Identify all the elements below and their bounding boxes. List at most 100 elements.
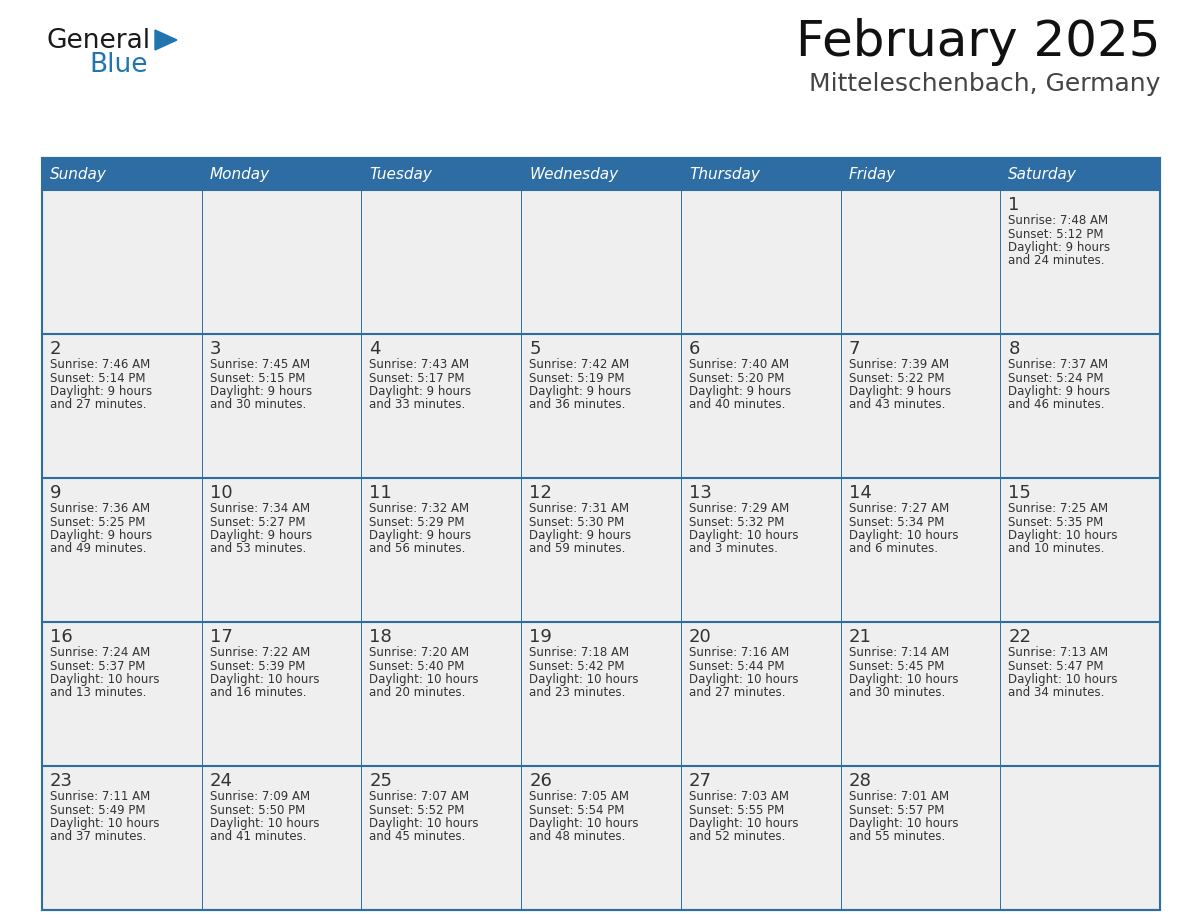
- Text: Wednesday: Wednesday: [529, 166, 618, 182]
- Text: Sunset: 5:45 PM: Sunset: 5:45 PM: [848, 659, 944, 673]
- Text: Sunset: 5:20 PM: Sunset: 5:20 PM: [689, 372, 784, 385]
- Text: Daylight: 10 hours: Daylight: 10 hours: [50, 817, 159, 830]
- Text: Sunset: 5:34 PM: Sunset: 5:34 PM: [848, 516, 944, 529]
- Text: 7: 7: [848, 340, 860, 358]
- Text: and 48 minutes.: and 48 minutes.: [529, 831, 626, 844]
- Bar: [361, 766, 522, 910]
- Bar: [681, 190, 841, 334]
- Text: Sunrise: 7:46 AM: Sunrise: 7:46 AM: [50, 358, 150, 371]
- Text: 8: 8: [1009, 340, 1019, 358]
- Text: Daylight: 10 hours: Daylight: 10 hours: [529, 673, 639, 686]
- Text: Sunrise: 7:14 AM: Sunrise: 7:14 AM: [848, 646, 949, 659]
- Text: 15: 15: [1009, 484, 1031, 502]
- Bar: [1000, 334, 1159, 478]
- Text: Daylight: 10 hours: Daylight: 10 hours: [50, 673, 159, 686]
- Text: 1: 1: [1009, 196, 1019, 214]
- Text: Sunrise: 7:22 AM: Sunrise: 7:22 AM: [210, 646, 310, 659]
- Bar: [202, 334, 361, 478]
- Text: and 36 minutes.: and 36 minutes.: [529, 398, 626, 411]
- Text: Sunrise: 7:24 AM: Sunrise: 7:24 AM: [50, 646, 150, 659]
- Text: and 46 minutes.: and 46 minutes.: [1009, 398, 1105, 411]
- Bar: [1000, 622, 1159, 766]
- Text: and 16 minutes.: and 16 minutes.: [210, 687, 307, 700]
- Text: Sunset: 5:47 PM: Sunset: 5:47 PM: [1009, 659, 1104, 673]
- Text: 2: 2: [50, 340, 62, 358]
- Text: Sunrise: 7:07 AM: Sunrise: 7:07 AM: [369, 790, 469, 803]
- Bar: [841, 334, 1000, 478]
- Text: and 37 minutes.: and 37 minutes.: [50, 831, 146, 844]
- Text: Sunset: 5:42 PM: Sunset: 5:42 PM: [529, 659, 625, 673]
- Text: Sunset: 5:54 PM: Sunset: 5:54 PM: [529, 803, 625, 816]
- Text: General: General: [48, 28, 151, 54]
- Text: and 55 minutes.: and 55 minutes.: [848, 831, 944, 844]
- Text: Sunset: 5:50 PM: Sunset: 5:50 PM: [210, 803, 305, 816]
- Text: Sunset: 5:40 PM: Sunset: 5:40 PM: [369, 659, 465, 673]
- Text: and 3 minutes.: and 3 minutes.: [689, 543, 778, 555]
- Text: and 13 minutes.: and 13 minutes.: [50, 687, 146, 700]
- Text: Sunset: 5:49 PM: Sunset: 5:49 PM: [50, 803, 145, 816]
- Text: and 27 minutes.: and 27 minutes.: [50, 398, 146, 411]
- Text: and 52 minutes.: and 52 minutes.: [689, 831, 785, 844]
- Text: 28: 28: [848, 772, 872, 790]
- Text: Sunrise: 7:45 AM: Sunrise: 7:45 AM: [210, 358, 310, 371]
- Text: Sunset: 5:35 PM: Sunset: 5:35 PM: [1009, 516, 1104, 529]
- Text: 18: 18: [369, 628, 392, 646]
- Text: Sunset: 5:22 PM: Sunset: 5:22 PM: [848, 372, 944, 385]
- Text: Daylight: 10 hours: Daylight: 10 hours: [848, 529, 958, 542]
- Text: Sunset: 5:15 PM: Sunset: 5:15 PM: [210, 372, 305, 385]
- Text: Daylight: 9 hours: Daylight: 9 hours: [210, 385, 311, 398]
- Text: Friday: Friday: [848, 166, 896, 182]
- Text: 16: 16: [50, 628, 72, 646]
- Bar: [361, 478, 522, 622]
- Text: Sunrise: 7:18 AM: Sunrise: 7:18 AM: [529, 646, 630, 659]
- Text: and 56 minutes.: and 56 minutes.: [369, 543, 466, 555]
- Bar: [1000, 478, 1159, 622]
- Text: 3: 3: [210, 340, 221, 358]
- Bar: [42, 190, 202, 334]
- Bar: [202, 478, 361, 622]
- Text: and 24 minutes.: and 24 minutes.: [1009, 254, 1105, 267]
- Bar: [42, 158, 1159, 910]
- Bar: [522, 622, 681, 766]
- Text: Sunrise: 7:48 AM: Sunrise: 7:48 AM: [1009, 214, 1108, 227]
- Text: Daylight: 9 hours: Daylight: 9 hours: [689, 385, 791, 398]
- Text: Sunset: 5:29 PM: Sunset: 5:29 PM: [369, 516, 465, 529]
- Bar: [42, 622, 202, 766]
- Text: Daylight: 9 hours: Daylight: 9 hours: [369, 385, 472, 398]
- Text: Daylight: 10 hours: Daylight: 10 hours: [369, 817, 479, 830]
- Text: 14: 14: [848, 484, 872, 502]
- Text: Daylight: 10 hours: Daylight: 10 hours: [369, 673, 479, 686]
- Text: Sunrise: 7:43 AM: Sunrise: 7:43 AM: [369, 358, 469, 371]
- Text: Sunrise: 7:25 AM: Sunrise: 7:25 AM: [1009, 502, 1108, 515]
- Bar: [202, 622, 361, 766]
- Text: Thursday: Thursday: [689, 166, 760, 182]
- Bar: [841, 622, 1000, 766]
- Text: 21: 21: [848, 628, 872, 646]
- Text: 10: 10: [210, 484, 233, 502]
- Text: Mitteleschenbach, Germany: Mitteleschenbach, Germany: [809, 72, 1159, 96]
- Polygon shape: [154, 30, 177, 50]
- Text: 11: 11: [369, 484, 392, 502]
- Bar: [681, 622, 841, 766]
- Text: Daylight: 9 hours: Daylight: 9 hours: [1009, 241, 1111, 254]
- Text: and 20 minutes.: and 20 minutes.: [369, 687, 466, 700]
- Text: Daylight: 10 hours: Daylight: 10 hours: [689, 529, 798, 542]
- Text: Daylight: 10 hours: Daylight: 10 hours: [529, 817, 639, 830]
- Text: 19: 19: [529, 628, 552, 646]
- Text: Sunrise: 7:31 AM: Sunrise: 7:31 AM: [529, 502, 630, 515]
- Text: Sunset: 5:19 PM: Sunset: 5:19 PM: [529, 372, 625, 385]
- Text: and 10 minutes.: and 10 minutes.: [1009, 543, 1105, 555]
- Text: Daylight: 9 hours: Daylight: 9 hours: [50, 529, 152, 542]
- Text: Daylight: 9 hours: Daylight: 9 hours: [529, 529, 631, 542]
- Text: 4: 4: [369, 340, 381, 358]
- Text: Sunset: 5:30 PM: Sunset: 5:30 PM: [529, 516, 625, 529]
- Text: Daylight: 10 hours: Daylight: 10 hours: [210, 673, 320, 686]
- Text: Sunset: 5:39 PM: Sunset: 5:39 PM: [210, 659, 305, 673]
- Text: Sunrise: 7:11 AM: Sunrise: 7:11 AM: [50, 790, 150, 803]
- Text: and 30 minutes.: and 30 minutes.: [210, 398, 307, 411]
- Bar: [841, 766, 1000, 910]
- Text: 27: 27: [689, 772, 712, 790]
- Text: 6: 6: [689, 340, 700, 358]
- Text: Tuesday: Tuesday: [369, 166, 432, 182]
- Text: Sunset: 5:17 PM: Sunset: 5:17 PM: [369, 372, 465, 385]
